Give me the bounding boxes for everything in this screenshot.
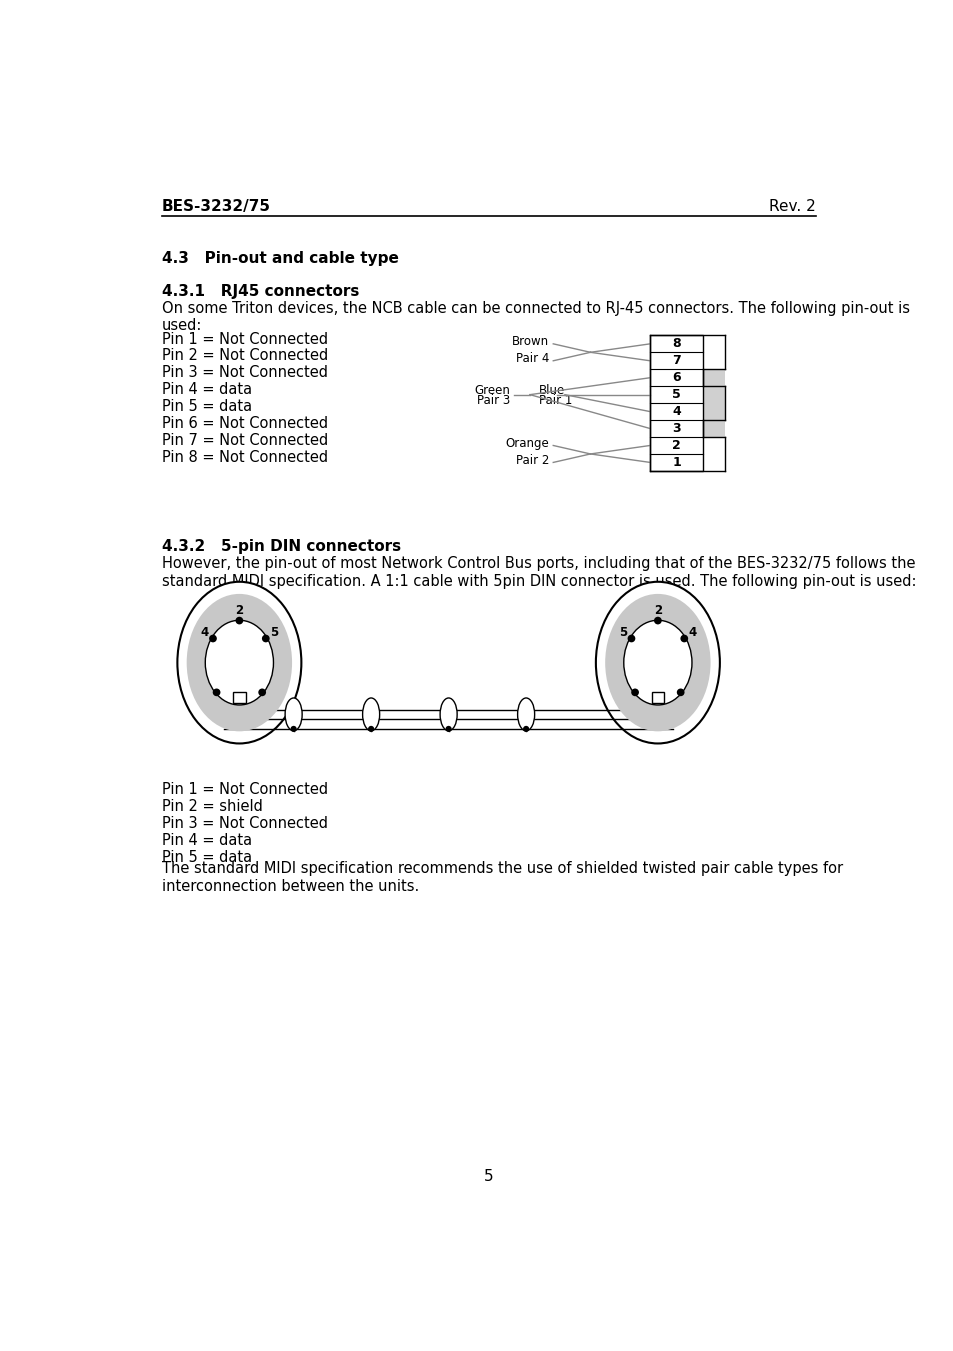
Text: Brown: Brown [512, 335, 549, 349]
Text: Orange: Orange [505, 436, 549, 450]
Circle shape [213, 689, 220, 696]
Text: However, the pin-out of most Network Control Bus ports, including that of the BE: However, the pin-out of most Network Con… [162, 557, 916, 589]
Circle shape [522, 725, 529, 732]
Text: Pair 1: Pair 1 [538, 394, 572, 407]
Text: Rev. 2: Rev. 2 [768, 199, 815, 213]
Ellipse shape [285, 698, 302, 731]
Ellipse shape [439, 698, 456, 731]
Circle shape [235, 616, 243, 624]
Circle shape [676, 689, 684, 696]
Text: 4: 4 [672, 405, 680, 417]
Text: Blue: Blue [538, 384, 565, 397]
Text: 4: 4 [200, 627, 209, 639]
Text: Pair 4: Pair 4 [516, 353, 549, 365]
Text: 4: 4 [688, 627, 696, 639]
Circle shape [654, 616, 661, 624]
Text: Green: Green [475, 384, 510, 397]
Text: Pin 3 = Not Connected: Pin 3 = Not Connected [162, 365, 328, 381]
Text: Pair 2: Pair 2 [516, 454, 549, 466]
Circle shape [258, 689, 266, 696]
Text: The standard MIDI specification recommends the use of shielded twisted pair cabl: The standard MIDI specification recommen… [162, 862, 842, 893]
Text: 2: 2 [672, 439, 680, 453]
Bar [224, 698, 254, 715]
Ellipse shape [596, 582, 720, 743]
Bar [641, 698, 673, 715]
Text: 7: 7 [672, 354, 680, 367]
Text: 4.3.2   5-pin DIN connectors: 4.3.2 5-pin DIN connectors [162, 539, 400, 554]
Text: 4.3   Pin-out and cable type: 4.3 Pin-out and cable type [162, 251, 398, 266]
Text: 8: 8 [672, 338, 680, 350]
Ellipse shape [187, 594, 292, 731]
Text: 5: 5 [483, 1170, 494, 1185]
Text: Pin 1 = Not Connected: Pin 1 = Not Connected [162, 782, 328, 797]
Text: 6: 6 [672, 372, 680, 384]
Bar [651, 692, 663, 703]
Ellipse shape [623, 620, 691, 705]
Text: 5: 5 [672, 388, 680, 401]
Circle shape [291, 725, 296, 732]
Text: 2: 2 [653, 604, 661, 617]
Bar [702, 369, 723, 436]
Text: Pin 6 = Not Connected: Pin 6 = Not Connected [162, 416, 328, 431]
Text: Pin 2 = shield: Pin 2 = shield [162, 798, 262, 813]
Text: 2: 2 [235, 604, 243, 617]
Text: 4.3.1   RJ45 connectors: 4.3.1 RJ45 connectors [162, 284, 359, 299]
Circle shape [627, 635, 635, 642]
Text: 5: 5 [618, 627, 627, 639]
Ellipse shape [517, 698, 534, 731]
Ellipse shape [604, 594, 710, 731]
Text: 3: 3 [672, 422, 680, 435]
Text: Pin 4 = data: Pin 4 = data [162, 382, 252, 397]
Text: Pin 4 = data: Pin 4 = data [162, 832, 252, 848]
Text: 5: 5 [270, 627, 278, 639]
Ellipse shape [177, 582, 301, 743]
Circle shape [209, 635, 216, 642]
Text: BES-3232/75: BES-3232/75 [162, 199, 271, 213]
Text: Pin 3 = Not Connected: Pin 3 = Not Connected [162, 816, 328, 831]
Text: Pair 3: Pair 3 [476, 394, 510, 407]
Circle shape [631, 689, 639, 696]
Text: Pin 1 = Not Connected: Pin 1 = Not Connected [162, 331, 328, 346]
Text: On some Triton devices, the NCB cable can be connected to RJ-45 connectors. The : On some Triton devices, the NCB cable ca… [162, 301, 909, 334]
Text: Pin 2 = Not Connected: Pin 2 = Not Connected [162, 349, 328, 363]
Bar [649, 335, 702, 471]
Circle shape [679, 635, 687, 642]
Ellipse shape [205, 620, 274, 705]
Circle shape [445, 725, 452, 732]
Text: 1: 1 [672, 455, 680, 469]
Text: Pin 8 = Not Connected: Pin 8 = Not Connected [162, 450, 328, 465]
Ellipse shape [362, 698, 379, 731]
Circle shape [368, 725, 374, 732]
Circle shape [262, 635, 270, 642]
Bar [233, 692, 245, 703]
Text: Pin 5 = data: Pin 5 = data [162, 400, 252, 415]
Text: Pin 7 = Not Connected: Pin 7 = Not Connected [162, 434, 328, 449]
Text: Pin 5 = data: Pin 5 = data [162, 850, 252, 865]
